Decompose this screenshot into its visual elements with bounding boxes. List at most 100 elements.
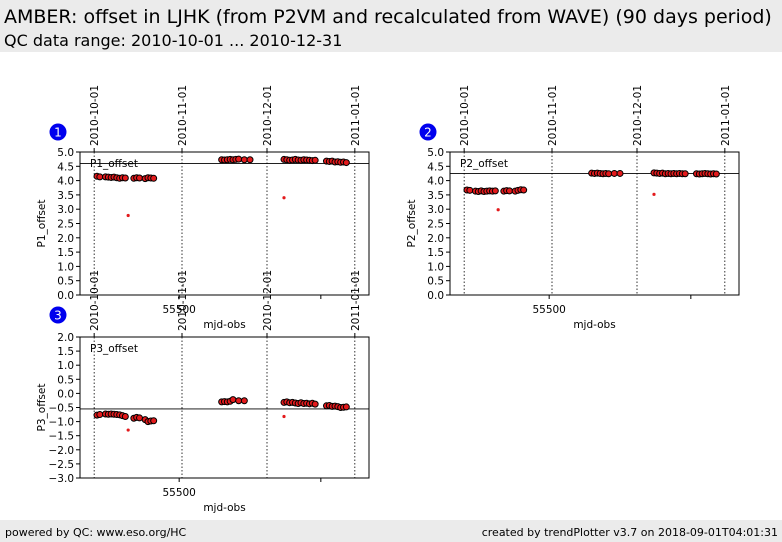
y-tick-label: −1.5 [49,431,75,443]
y-tick-label: 1.5 [57,346,74,358]
date-label: 2010-12-01 [262,270,274,331]
y-tick-label: 0.0 [427,290,444,302]
date-label: 2010-11-01 [177,270,189,331]
y-tick-label: −2.5 [49,459,75,471]
data-point [342,159,350,167]
data-range-subtitle: QC data range: 2010-10-01 ... 2010-12-31 [4,31,343,50]
data-point [311,400,319,408]
y-axis-label: P3_offset [36,384,48,432]
y-tick-label: 3.5 [57,190,74,202]
panel-number-badge [49,306,67,324]
y-tick-label: 3.0 [427,204,444,216]
data-point [681,170,689,178]
y-tick-label: −0.5 [49,403,75,415]
y-tick-label: 4.0 [427,176,444,188]
y-tick-label: 2.0 [427,233,444,245]
y-tick-label: 4.5 [427,161,444,173]
data-point [121,174,129,182]
data-point [150,417,158,425]
y-tick-label: 1.5 [427,247,444,259]
plot-frame [79,151,370,296]
y-tick-label: 0.5 [427,276,444,288]
parameter-label: P3_offset [90,343,138,355]
data-point [342,403,350,411]
data-point [491,187,499,195]
y-tick-label: 1.5 [57,247,74,259]
y-tick-label: 1.0 [57,360,74,372]
date-label: 2011-01-01 [350,270,362,331]
x-axis-label: mjd-obs [203,319,245,331]
date-label: 2011-01-01 [350,85,362,146]
y-tick-label: 2.0 [57,233,74,245]
y-tick-label: 0.0 [57,290,74,302]
date-label: 2010-10-01 [89,270,101,331]
data-point [150,174,158,182]
parameter-label: P1_offset [90,158,138,170]
data-point [235,155,243,163]
x-tick-label: 55500 [532,304,565,316]
report-footer: powered by QC: www.eso.org/HC created by… [0,520,782,542]
data-point [235,397,243,405]
y-tick-label: 2.5 [57,219,74,231]
date-label: 2010-10-01 [89,85,101,146]
date-label: 2010-12-01 [632,85,644,146]
report-header: AMBER: offset in LJHK (from P2VM and rec… [0,0,782,52]
data-point [311,156,319,164]
y-tick-label: −1.0 [49,417,75,429]
data-point [136,414,143,422]
y-tick-label: −3.0 [49,473,75,485]
footer-credit: powered by QC: www.eso.org/HC [5,526,187,539]
data-point [466,186,474,194]
data-point [616,169,624,177]
data-point-small [126,428,130,432]
data-point-small [496,208,500,212]
y-tick-label: 2.0 [57,332,74,344]
chart-panel-1: 1 0.0 0.5 1.0 1.5 2.0 2.5 3.0 3.5 4.0 4.5 5.0 55500 m… [36,85,370,331]
data-point [229,396,237,404]
chart-panel-3: 3 −3.0 −2.5 −2.0 −1.5 −1.0 −0.5 0.0 0.5 1.0 1.5 2.0… [36,270,370,514]
date-label: 2010-12-01 [262,85,274,146]
data-point [136,174,143,182]
data-point [712,170,720,178]
page-title: AMBER: offset in LJHK (from P2VM and rec… [4,6,772,28]
data-point [96,411,104,419]
y-tick-label: 5.0 [57,147,74,159]
x-tick-label: 55500 [162,304,195,316]
y-tick-label: 3.5 [427,190,444,202]
data-point [520,186,528,194]
y-tick-label: 0.0 [57,388,74,400]
y-tick-label: 5.0 [427,147,444,159]
y-tick-label: 0.5 [57,276,74,288]
data-point-small [282,196,286,200]
date-label: 2010-11-01 [547,85,559,146]
date-label: 2011-01-01 [720,85,732,146]
y-tick-label: 2.5 [427,219,444,231]
y-axis-label: P1_offset [36,200,48,248]
data-point-small [282,414,286,419]
y-tick-label: 1.0 [57,261,74,273]
chart-panel-2: 2 0.0 0.5 1.0 1.5 2.0 2.5 3.0 3.5 4.0 4.5 5.0 55500 m… [406,85,740,331]
panel-number-badge [49,123,67,141]
panel-number-label: 1 [54,126,62,140]
data-point [240,397,248,405]
panel-number-badge [419,123,437,141]
y-tick-label: 3.0 [57,204,74,216]
panel-number-label: 3 [54,309,62,323]
y-tick-label: 1.0 [427,261,444,273]
data-point [96,173,104,181]
data-point [506,187,513,195]
x-axis-label: mjd-obs [203,502,245,514]
data-point-small [652,192,656,196]
date-label: 2010-10-01 [459,85,471,146]
parameter-label: P2_offset [460,158,508,170]
y-tick-label: 4.0 [57,176,74,188]
data-point [121,413,129,421]
y-tick-label: 0.5 [57,374,74,386]
data-point [610,169,618,177]
data-point [246,156,254,164]
x-axis-label: mjd-obs [573,319,615,331]
data-point [240,156,248,164]
y-axis-label: P2_offset [406,200,418,248]
data-point [605,170,613,178]
